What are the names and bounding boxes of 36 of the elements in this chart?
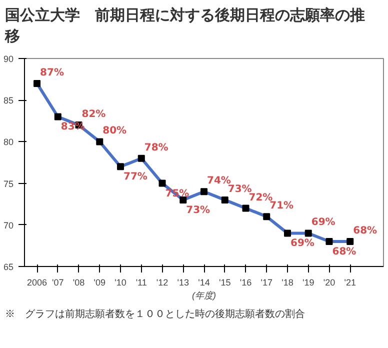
x-tick-label: '09 — [94, 277, 106, 288]
y-tick-label: 80 — [3, 137, 14, 148]
x-tick-label: '19 — [302, 277, 314, 288]
x-tick-label: '17 — [260, 277, 272, 288]
data-label: 73% — [186, 204, 210, 216]
x-tick-label: '08 — [72, 277, 85, 288]
x-tick-label: 2006 — [27, 277, 48, 288]
data-label: 82% — [82, 108, 106, 120]
data-label: 69% — [290, 238, 314, 250]
y-tick-label: 85 — [3, 95, 14, 106]
data-label: 78% — [144, 142, 168, 154]
chart-title: 国公立大学 前期日程に対する後期日程の志願率の推移 — [5, 6, 366, 48]
x-tick-label: '15 — [219, 277, 231, 288]
y-tick-label: 70 — [3, 220, 14, 230]
x-tick-label: '12 — [156, 277, 168, 288]
y-tick-label: 90 — [3, 54, 14, 64]
y-tick-label: 65 — [3, 262, 14, 272]
data-label: 87% — [40, 67, 64, 78]
x-tick-label: '16 — [240, 277, 252, 288]
x-tick-label: '13 — [177, 277, 189, 288]
text: ※ グラフは前期志願者数を１００とした時の後期志願者数の割合 — [5, 308, 305, 322]
x-axis-title: (年度) — [192, 290, 216, 300]
data-label: 69% — [311, 217, 336, 228]
data-label: 77% — [124, 172, 148, 183]
data-label: 71% — [270, 200, 294, 212]
y-tick-label: 75 — [3, 178, 14, 189]
data-label: 68% — [353, 225, 378, 236]
x-tick-label: '14 — [198, 277, 210, 288]
x-tick-label: '20 — [323, 277, 336, 288]
data-label: 68% — [332, 246, 356, 258]
x-tick-label: '18 — [282, 277, 294, 288]
x-tick-label: '10 — [114, 277, 126, 288]
x-tick-label: '07 — [52, 277, 64, 288]
data-label: 80% — [102, 126, 127, 137]
x-tick-label: '21 — [344, 277, 356, 288]
x-tick-label: '11 — [136, 277, 147, 288]
